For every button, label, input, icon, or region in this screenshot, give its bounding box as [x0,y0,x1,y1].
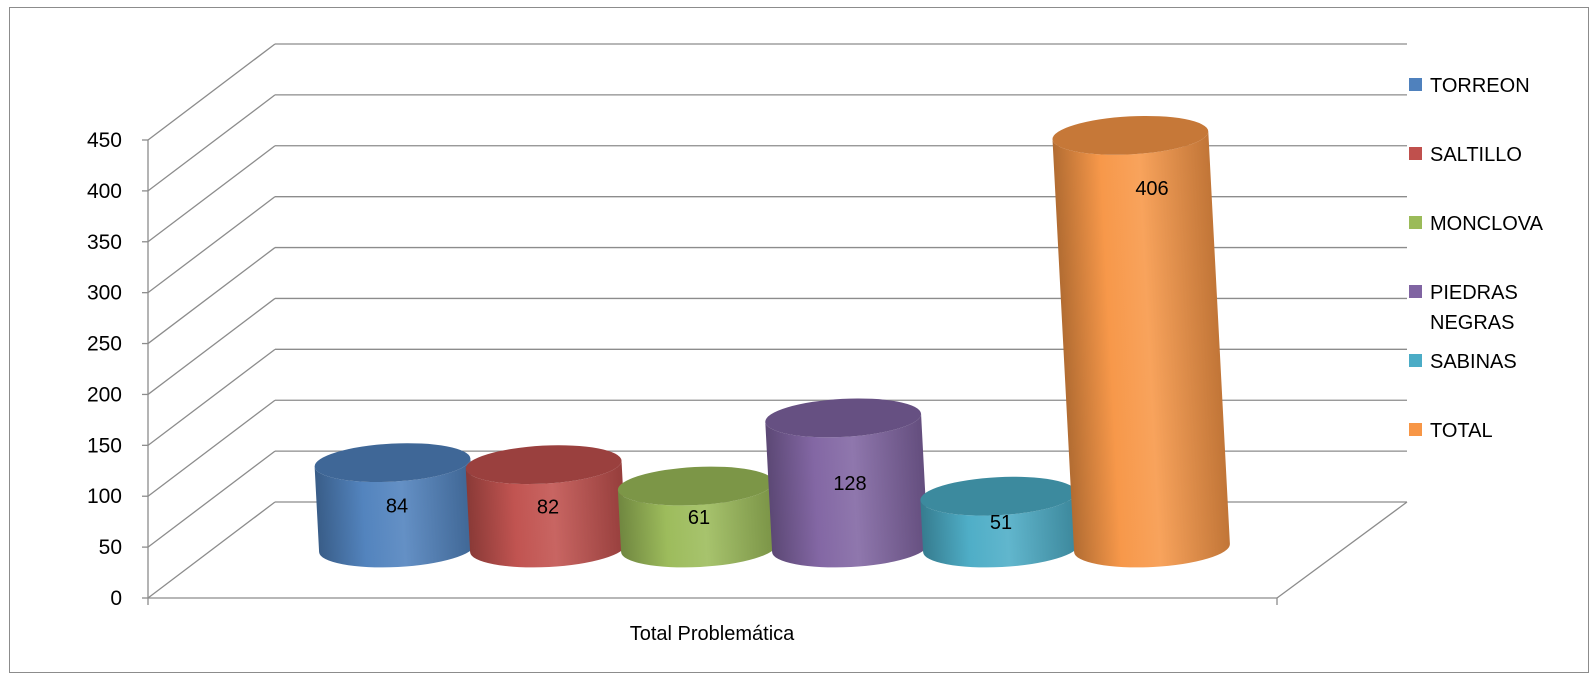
data-label: 406 [1135,178,1168,200]
gridline-side [147,501,276,599]
y-tick-label: 450 [87,129,122,152]
bar-monclova [617,466,777,568]
data-labels: 84 82 61 128 51 406 [386,178,1169,534]
bar-total [1052,115,1230,568]
data-label: 61 [688,507,710,529]
bar-body [617,481,777,568]
gridline-side [147,348,276,446]
legend-swatch [1409,78,1422,91]
data-label: 84 [386,495,408,517]
data-label: 51 [990,512,1012,534]
bar-piedras-negras [765,398,928,568]
legend-label: TORREON [1430,75,1530,97]
bar-top [1052,115,1209,155]
gridline-side [147,247,276,345]
legend-label: SALTILLO [1430,144,1522,166]
legend-label: TOTAL [1430,420,1493,442]
y-tick-label: 250 [87,333,122,356]
bar-top [314,443,471,483]
legend-swatch [1409,216,1422,229]
y-tick-label: 50 [99,536,122,559]
bar-body [765,413,928,568]
x-category-label: Total Problemática [630,623,795,645]
y-tick-label: 350 [87,231,122,254]
bar-top [920,476,1077,516]
bar-torreon [314,443,475,568]
y-tick-label: 150 [87,434,122,457]
legend-swatch [1409,285,1422,298]
bar-top [765,398,922,438]
bar-body [465,460,626,568]
y-tick-label: 100 [87,485,122,508]
y-tick-label: 400 [87,180,122,203]
gridline-side [147,196,276,294]
bar-body [314,458,475,568]
gridline-side [147,399,276,497]
bar-sabinas [920,476,1079,568]
y-tick-label: 200 [87,383,122,406]
data-label: 82 [537,496,559,518]
data-label: 128 [833,473,866,495]
legend-swatch [1409,423,1422,436]
legend-label: SABINAS [1430,351,1517,373]
bar-body [1052,131,1230,568]
y-tick-label: 0 [110,587,122,610]
gridline-side [147,297,276,395]
bar-saltillo [465,445,626,568]
gridline-side [147,450,276,548]
gridline-side [147,43,276,141]
bar-body [920,492,1079,568]
legend-label: MONCLOVA [1430,213,1544,235]
y-tick-label: 300 [87,282,122,305]
legend-swatch [1409,354,1422,367]
gridline-side [147,145,276,243]
y-axis-ticks: 0 50 100 150 200 250 300 350 400 450 [87,129,148,610]
bar-top [465,445,622,485]
legend: TORREON SALTILLO MONCLOVA PIEDRAS NEGRAS SABI… [1409,75,1544,442]
bar-top [617,466,774,506]
legend-swatch [1409,147,1422,160]
gridline-side [147,94,276,192]
chart-bars [314,115,1230,568]
legend-label: PIEDRAS NEGRAS [1430,282,1518,334]
floor-right-edge [1276,501,1408,599]
